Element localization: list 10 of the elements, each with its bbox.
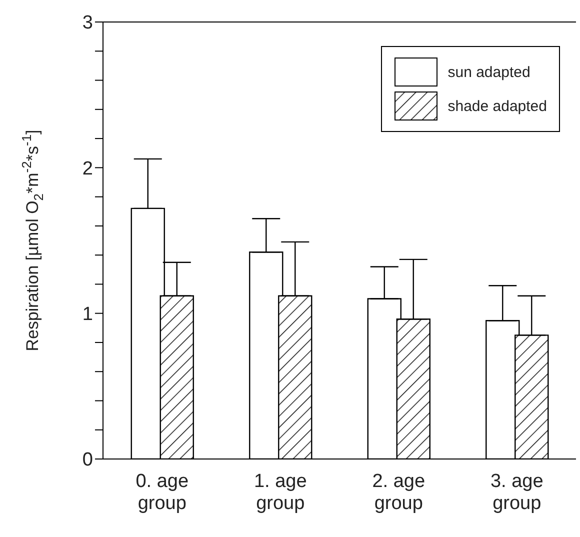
legend-label: shade adapted [448,98,547,114]
y-tick-label: 3 [82,12,93,34]
y-tick-label: 1 [82,304,93,326]
y-tick-label: 0 [82,450,93,471]
x-tick-label: 3. age group [490,471,544,514]
legend-label: sun adapted [448,64,530,80]
x-tick-label: 1. age group [254,471,307,514]
y-tick-label: 2 [82,158,93,180]
x-tick-label: 2. age group [372,471,426,514]
x-tick-label: 0. age group [136,471,189,514]
